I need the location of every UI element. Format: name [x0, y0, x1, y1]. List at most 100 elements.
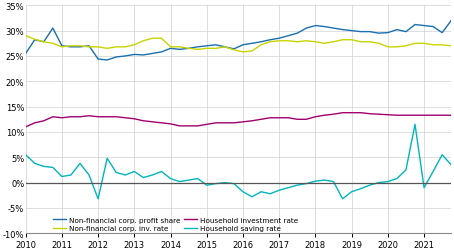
Household saving rate: [41, 165, 46, 168]
Household saving rate: [177, 180, 183, 183]
Household investment rate: [32, 122, 37, 125]
Non-financial corp. inv. rate: [123, 46, 128, 49]
Household saving rate: [258, 191, 264, 194]
Household saving rate: [449, 164, 454, 167]
Household saving rate: [50, 166, 55, 169]
Household saving rate: [186, 179, 192, 182]
Non-financial corp. profit share: [159, 51, 164, 54]
Household saving rate: [421, 186, 427, 190]
Household investment rate: [295, 118, 300, 121]
Household investment rate: [304, 118, 309, 121]
Household saving rate: [231, 182, 237, 185]
Household saving rate: [132, 170, 137, 173]
Household saving rate: [222, 181, 227, 184]
Household investment rate: [77, 116, 83, 119]
Household investment rate: [340, 112, 345, 115]
Line: Non-financial corp. inv. rate: Non-financial corp. inv. rate: [26, 37, 451, 53]
Non-financial corp. profit share: [123, 55, 128, 58]
Non-financial corp. inv. rate: [141, 40, 146, 43]
Non-financial corp. inv. rate: [358, 41, 363, 44]
Line: Non-financial corp. profit share: Non-financial corp. profit share: [26, 21, 451, 61]
Non-financial corp. inv. rate: [439, 44, 445, 47]
Household investment rate: [376, 113, 381, 116]
Household saving rate: [430, 170, 436, 173]
Non-financial corp. inv. rate: [286, 40, 291, 43]
Household investment rate: [186, 125, 192, 128]
Non-financial corp. profit share: [430, 26, 436, 29]
Non-financial corp. profit share: [41, 41, 46, 44]
Non-financial corp. profit share: [295, 33, 300, 36]
Non-financial corp. inv. rate: [340, 39, 345, 42]
Household investment rate: [331, 113, 336, 116]
Non-financial corp. profit share: [340, 29, 345, 32]
Non-financial corp. inv. rate: [95, 46, 101, 49]
Non-financial corp. profit share: [141, 54, 146, 57]
Household saving rate: [240, 191, 246, 194]
Non-financial corp. inv. rate: [204, 48, 209, 51]
Household saving rate: [23, 154, 29, 157]
Household saving rate: [295, 184, 300, 187]
Non-financial corp. profit share: [50, 27, 55, 30]
Household saving rate: [322, 179, 327, 182]
Household investment rate: [141, 120, 146, 123]
Non-financial corp. profit share: [186, 48, 192, 51]
Non-financial corp. inv. rate: [249, 50, 255, 53]
Non-financial corp. inv. rate: [385, 46, 390, 49]
Household investment rate: [222, 122, 227, 125]
Non-financial corp. profit share: [150, 53, 155, 56]
Household saving rate: [358, 187, 363, 191]
Non-financial corp. inv. rate: [304, 40, 309, 43]
Household investment rate: [204, 123, 209, 126]
Non-financial corp. profit share: [222, 46, 227, 49]
Household saving rate: [394, 177, 400, 180]
Non-financial corp. profit share: [449, 20, 454, 23]
Legend: Non-financial corp. profit share, Non-financial corp. inv. rate, Household inves: Non-financial corp. profit share, Non-fi…: [50, 214, 301, 234]
Household saving rate: [286, 186, 291, 190]
Non-financial corp. profit share: [421, 25, 427, 28]
Household saving rate: [304, 182, 309, 185]
Non-financial corp. profit share: [349, 30, 355, 33]
Household investment rate: [114, 116, 119, 119]
Household investment rate: [86, 115, 92, 118]
Household saving rate: [86, 174, 92, 177]
Non-financial corp. profit share: [376, 33, 381, 36]
Non-financial corp. inv. rate: [295, 41, 300, 44]
Non-financial corp. profit share: [168, 48, 173, 51]
Household investment rate: [240, 121, 246, 124]
Household saving rate: [403, 169, 409, 172]
Non-financial corp. profit share: [114, 56, 119, 59]
Household saving rate: [213, 182, 218, 185]
Non-financial corp. inv. rate: [240, 51, 246, 54]
Non-financial corp. inv. rate: [403, 45, 409, 48]
Non-financial corp. profit share: [313, 25, 318, 28]
Non-financial corp. inv. rate: [150, 38, 155, 41]
Household investment rate: [430, 114, 436, 117]
Household investment rate: [394, 114, 400, 117]
Household saving rate: [114, 171, 119, 174]
Non-financial corp. profit share: [322, 26, 327, 29]
Household investment rate: [385, 114, 390, 117]
Household saving rate: [32, 162, 37, 165]
Non-financial corp. inv. rate: [59, 46, 64, 49]
Household investment rate: [231, 122, 237, 125]
Non-financial corp. profit share: [249, 43, 255, 46]
Household investment rate: [41, 120, 46, 123]
Household saving rate: [376, 181, 381, 184]
Non-financial corp. inv. rate: [313, 41, 318, 44]
Household investment rate: [421, 114, 427, 117]
Non-financial corp. inv. rate: [213, 48, 218, 51]
Non-financial corp. profit share: [231, 48, 237, 51]
Non-financial corp. inv. rate: [367, 41, 372, 44]
Household saving rate: [195, 177, 200, 180]
Household saving rate: [77, 162, 83, 165]
Non-financial corp. inv. rate: [114, 46, 119, 49]
Non-financial corp. profit share: [132, 54, 137, 57]
Non-financial corp. profit share: [286, 35, 291, 38]
Non-financial corp. profit share: [394, 29, 400, 32]
Non-financial corp. profit share: [276, 38, 282, 41]
Non-financial corp. profit share: [304, 27, 309, 30]
Household investment rate: [23, 126, 29, 129]
Non-financial corp. inv. rate: [32, 39, 37, 42]
Non-financial corp. inv. rate: [68, 45, 74, 48]
Non-financial corp. inv. rate: [430, 44, 436, 47]
